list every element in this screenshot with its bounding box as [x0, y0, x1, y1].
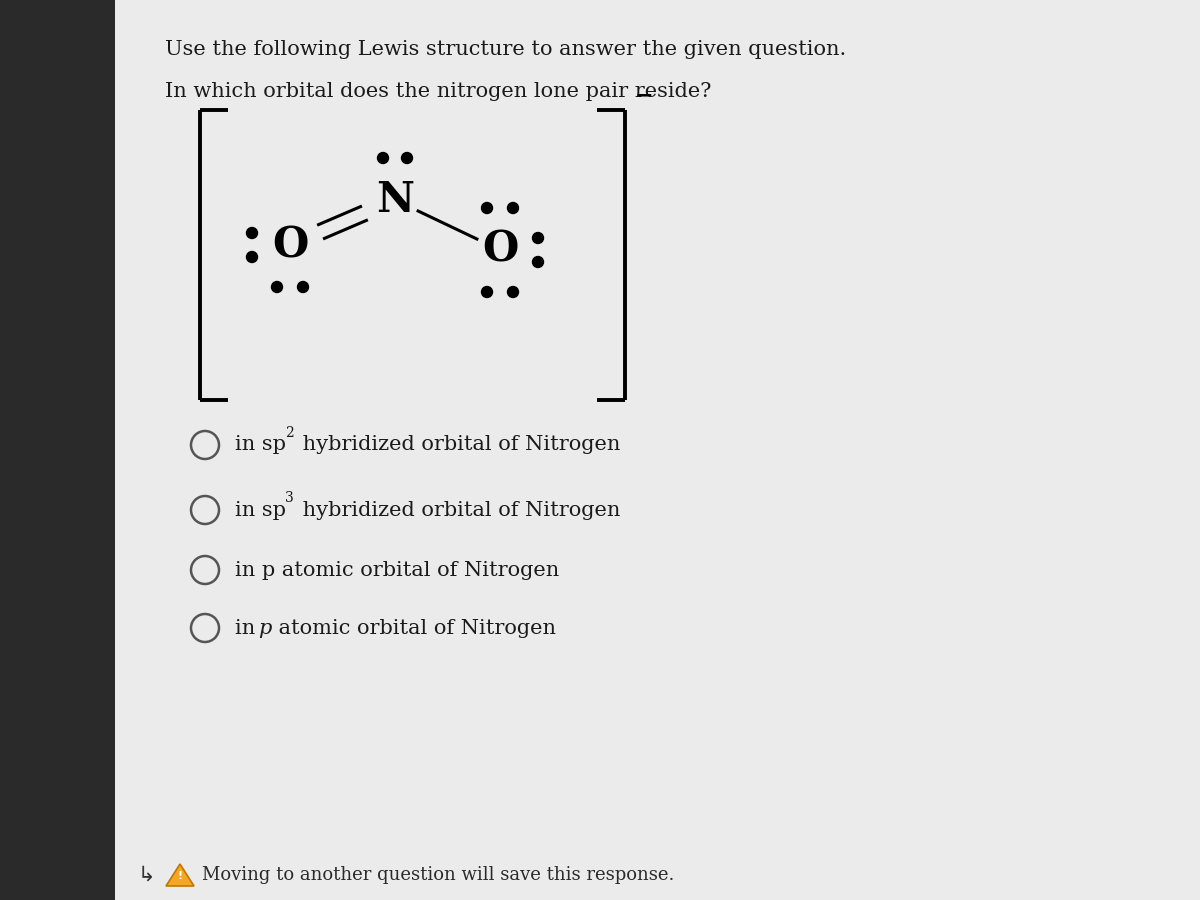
Circle shape [508, 286, 518, 298]
Text: atomic orbital of Nitrogen: atomic orbital of Nitrogen [272, 618, 556, 637]
Text: 3: 3 [286, 491, 294, 505]
Text: Moving to another question will save this response.: Moving to another question will save thi… [202, 866, 674, 884]
Circle shape [271, 282, 282, 292]
Text: In which orbital does the nitrogen lone pair reside?: In which orbital does the nitrogen lone … [166, 82, 712, 101]
Text: N: N [376, 179, 414, 221]
Circle shape [402, 152, 413, 164]
Circle shape [481, 286, 492, 298]
Circle shape [378, 152, 389, 164]
Text: −: − [635, 85, 654, 105]
Circle shape [246, 251, 258, 263]
Text: hybridized orbital of Nitrogen: hybridized orbital of Nitrogen [296, 500, 620, 519]
Text: O: O [272, 224, 308, 266]
FancyBboxPatch shape [0, 0, 115, 900]
Text: in sp: in sp [235, 436, 286, 454]
Text: p: p [258, 618, 271, 637]
Circle shape [298, 282, 308, 292]
Text: in p atomic orbital of Nitrogen: in p atomic orbital of Nitrogen [235, 561, 559, 580]
Circle shape [533, 232, 544, 244]
Text: !: ! [178, 871, 182, 881]
FancyBboxPatch shape [115, 0, 1200, 900]
Polygon shape [166, 864, 194, 886]
Text: ↳: ↳ [138, 865, 156, 885]
Circle shape [508, 202, 518, 213]
Text: O: O [482, 229, 518, 271]
Text: Use the following Lewis structure to answer the given question.: Use the following Lewis structure to ans… [166, 40, 846, 59]
Circle shape [533, 256, 544, 267]
Text: in sp: in sp [235, 500, 286, 519]
Circle shape [246, 228, 258, 238]
Text: 2: 2 [286, 426, 294, 440]
Text: hybridized orbital of Nitrogen: hybridized orbital of Nitrogen [296, 436, 620, 454]
Circle shape [481, 202, 492, 213]
Text: in: in [235, 618, 262, 637]
